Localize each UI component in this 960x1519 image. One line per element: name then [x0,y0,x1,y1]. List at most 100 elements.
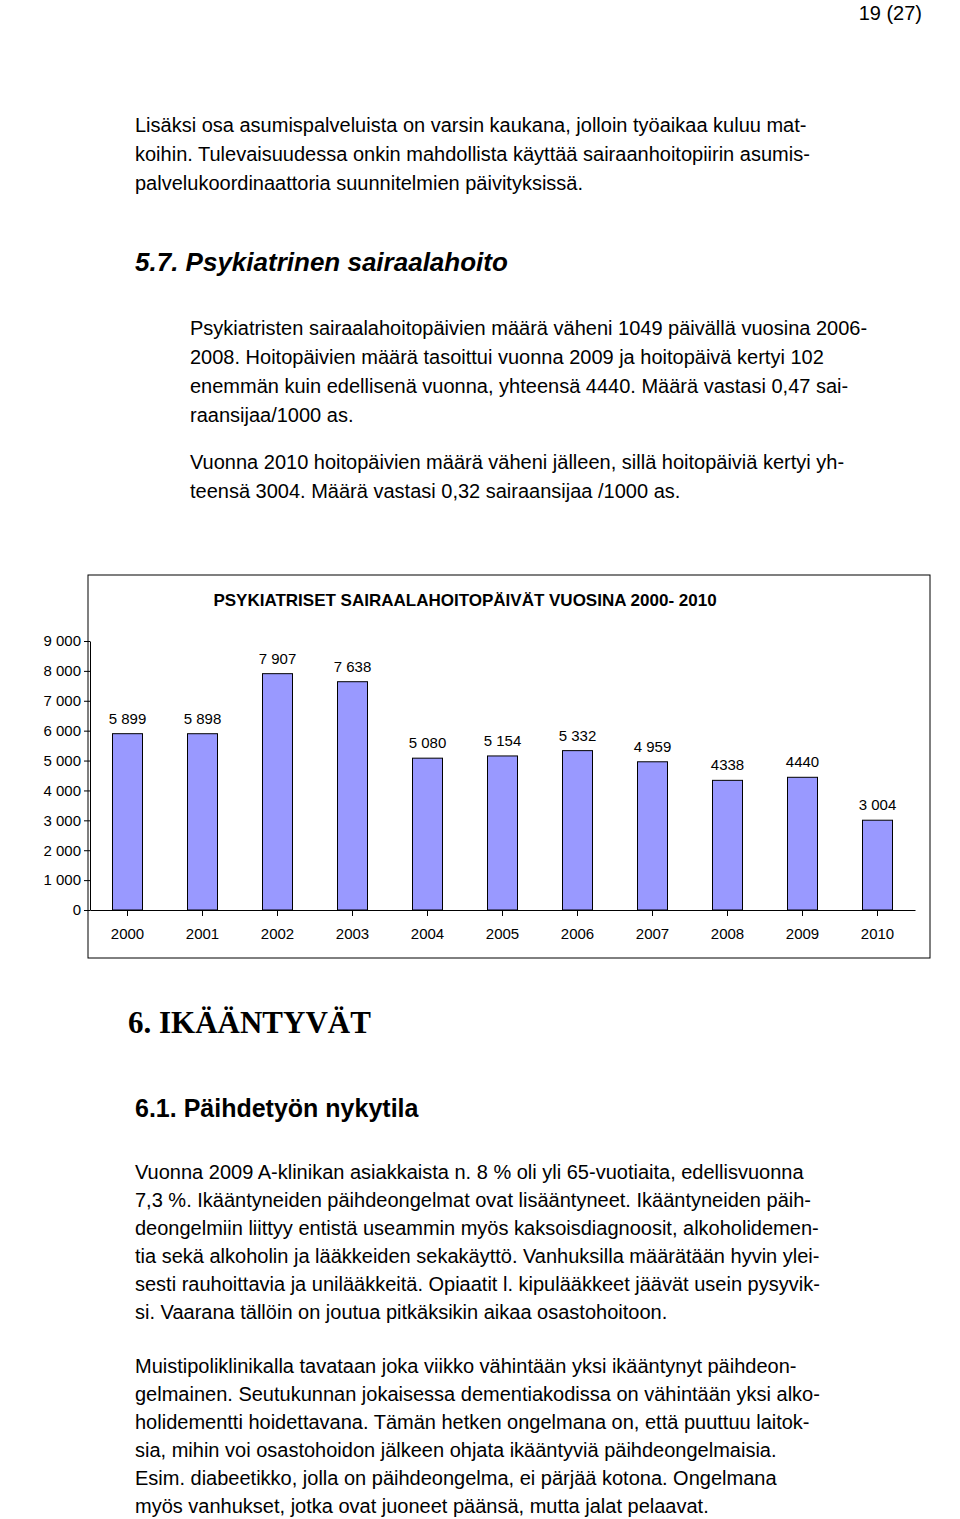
page-canvas: 19 (27)Lisäksi osa asumispalveluista on … [0,0,960,1519]
bar [263,674,293,910]
paragraph-line: 2008. Hoitopäivien määrä tasoittui vuonn… [190,346,824,368]
paragraph-line: si. Vaarana tällöin on joutua pitkäksiki… [135,1301,667,1323]
y-tick: 2 000 [43,842,90,859]
x-tick-mark [877,910,878,916]
x-axis: 2000 2001 2002 2003 2004 2005 2006 2007 2008 2009… [91,910,916,942]
y-tick-label: 1 000 [43,871,81,888]
y-tick: 9 000 [43,632,90,649]
paragraph-line: holidementti hoidettavana. Tämän hetken … [135,1411,810,1433]
y-tick-label: 8 000 [43,662,81,679]
data-label: 5 332 [559,727,597,744]
bar [788,777,818,910]
bar [638,762,668,910]
y-tick-mark [84,790,90,791]
x-tick: 2001 [186,910,219,942]
y-tick: 8 000 [43,662,90,679]
paragraph-line: myös vanhukset, jotka ovat juoneet pääns… [135,1495,709,1517]
bar [713,780,743,910]
bar [188,734,218,910]
paragraph-line: gelmainen. Seutukunnan jokaisessa dement… [135,1383,820,1405]
y-tick: 7 000 [43,692,90,709]
y-tick-mark [84,731,90,732]
x-tick-label: 2003 [336,925,369,942]
y-tick-label: 7 000 [43,692,81,709]
y-tick-mark [84,671,90,672]
x-tick: 2003 [336,910,369,942]
bar [413,758,443,910]
x-tick: 2010 [861,910,894,942]
x-tick-label: 2002 [261,925,294,942]
data-label: 4 959 [634,738,672,755]
paragraph-line: 7,3 %. Ikääntyneiden päihdeongelmat ovat… [135,1189,811,1211]
paragraph-line: palvelukoordinaattoria suunnitelmien päi… [135,172,583,194]
x-tick-label: 2006 [561,925,594,942]
x-tick-mark [577,910,578,916]
x-tick-label: 2007 [636,925,669,942]
x-tick-mark [202,910,203,916]
y-tick: 4 000 [43,782,90,799]
y-tick-label: 2 000 [43,842,81,859]
data-label: 5 154 [484,732,522,749]
y-tick-mark [84,820,90,821]
x-tick: 2007 [636,910,669,942]
x-tick: 2005 [486,910,519,942]
data-label: 5 080 [409,734,447,751]
paragraph-line: Lisäksi osa asumispalveluista on varsin … [135,114,806,136]
bar [338,682,368,910]
x-tick: 2009 [786,910,819,942]
y-tick: 1 000 [43,871,90,888]
bar [563,751,593,910]
x-tick-mark [502,910,503,916]
x-tick-label: 2005 [486,925,519,942]
x-tick: 2002 [261,910,294,942]
x-tick-label: 2009 [786,925,819,942]
y-tick: 5 000 [43,752,90,769]
y-tick-label: 9 000 [43,632,81,649]
data-labels: 5 899 5 898 7 907 7 638 5 080 5 154 5 332 4 959… [109,650,897,814]
x-tick-mark [127,910,128,916]
y-tick-mark [84,701,90,702]
x-tick: 2000 [111,910,144,942]
paragraph-line: Vuonna 2010 hoitopäivien määrä väheni jä… [190,451,844,473]
y-tick-mark [84,761,90,762]
paragraph-line: koihin. Tulevaisuudessa onkin mahdollist… [135,143,810,165]
data-label: 7 638 [334,658,372,675]
chart-title: PSYKIATRISET SAIRAALAHOITOPÄIVÄT VUOSINA… [213,591,716,610]
bar [113,734,143,910]
chart-frame [88,575,930,958]
paragraph-line: deongelmiin liittyy entistä useammin myö… [135,1217,819,1239]
x-tick: 2004 [411,910,444,942]
y-tick-label: 4 000 [43,782,81,799]
x-tick-label: 2010 [861,925,894,942]
y-tick: 0 [73,901,90,918]
data-label: 5 898 [184,710,222,727]
bar [488,756,518,910]
y-tick-label: 3 000 [43,812,81,829]
x-tick-label: 2008 [711,925,744,942]
data-label: 4440 [786,753,819,770]
data-label: 4338 [711,756,744,773]
y-tick: 6 000 [43,722,90,739]
y-tick-mark [84,910,90,911]
x-tick-label: 2004 [411,925,444,942]
x-tick-mark [727,910,728,916]
bars [113,674,893,910]
x-tick-mark [652,910,653,916]
bar [863,820,893,910]
page: 19 (27)Lisäksi osa asumispalveluista on … [0,0,960,1519]
x-tick-label: 2000 [111,925,144,942]
data-label: 7 907 [259,650,297,667]
paragraph-line: sesti rauhoittavia ja unilääkkeitä. Opia… [135,1273,820,1295]
y-tick-mark [84,880,90,881]
x-tick-mark [802,910,803,916]
data-label: 5 899 [109,710,147,727]
y-tick: 3 000 [43,812,90,829]
y-tick-label: 6 000 [43,722,81,739]
x-tick-mark [427,910,428,916]
paragraph-line: sia, mihin voi osastohoidon jälkeen ohja… [135,1439,777,1461]
section-heading: 6. IKÄÄNTYVÄT [128,1005,371,1040]
y-axis-line [90,642,91,911]
x-tick: 2008 [711,910,744,942]
section-heading: 5.7. Psykiatrinen sairaalahoito [135,247,508,277]
paragraph-line: Psykiatristen sairaalahoitopäivien määrä… [190,317,867,339]
